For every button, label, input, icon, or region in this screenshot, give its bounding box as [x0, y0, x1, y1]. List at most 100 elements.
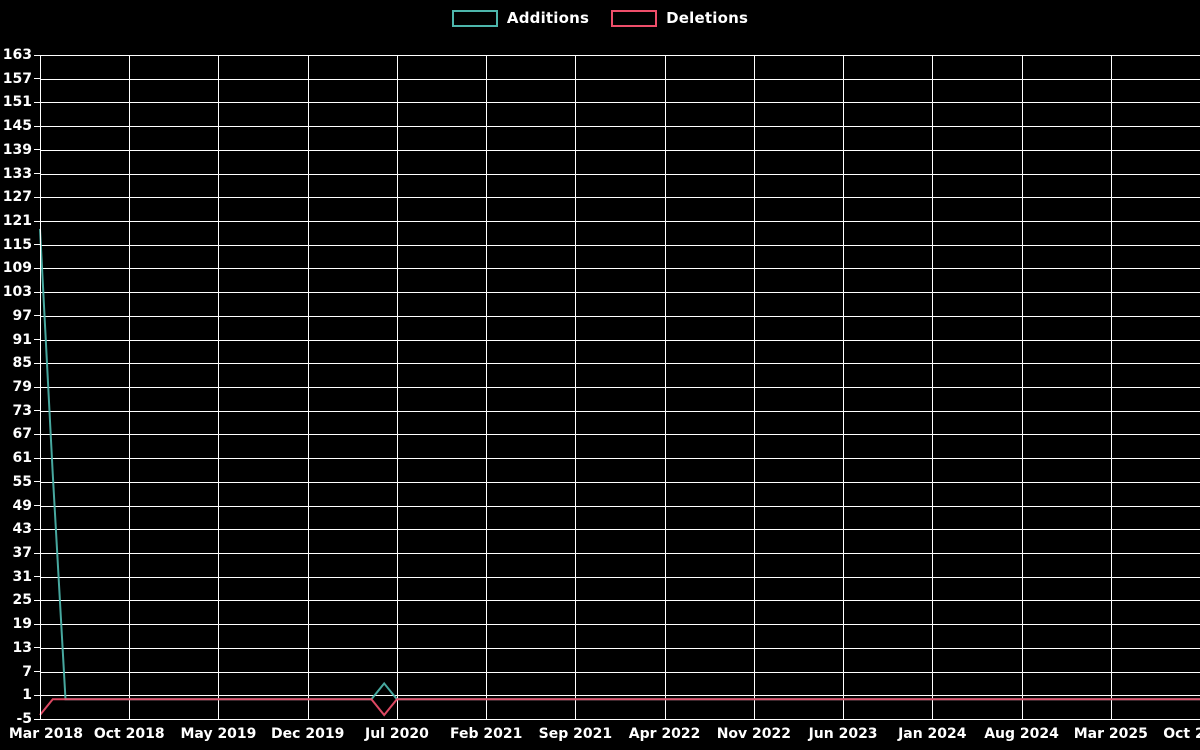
- y-axis-tick-mark: [34, 291, 40, 293]
- x-axis-tick-label: Dec 2019: [271, 726, 345, 742]
- y-axis-tick-label: 25: [12, 592, 32, 609]
- x-axis-tick-label: Sep 2021: [538, 726, 613, 742]
- legend-swatch-deletions-icon: [611, 9, 658, 27]
- y-axis-tick-mark: [34, 315, 40, 317]
- y-axis-tick: 145: [0, 118, 40, 134]
- x-axis-tick-label: Apr 2022: [628, 726, 701, 742]
- y-axis-tick-mark: [34, 528, 40, 530]
- y-axis-tick-mark: [34, 54, 40, 56]
- y-axis-tick-label: 7: [22, 663, 32, 680]
- y-axis-tick-label: 133: [2, 165, 32, 182]
- y-axis-tick: 103: [0, 284, 40, 300]
- y-axis-tick-mark: [34, 599, 40, 601]
- y-axis-tick-mark: [34, 78, 40, 80]
- legend-label-additions: Additions: [506, 9, 590, 27]
- y-axis-tick: -5: [0, 711, 40, 727]
- y-axis-tick-mark: [34, 173, 40, 175]
- y-axis-tick-mark: [34, 457, 40, 459]
- y-axis-tick-label: 139: [2, 141, 32, 158]
- y-axis-tick-mark: [34, 505, 40, 507]
- y-axis-tick: 97: [0, 308, 40, 324]
- y-axis-tick: 61: [0, 450, 40, 466]
- y-axis-tick-label: 31: [12, 568, 32, 585]
- x-axis-ticks: Mar 2018 Oct 2018 May 2019 Dec 2019 Jul 2020…: [0, 722, 1200, 750]
- y-axis-tick-mark: [34, 125, 40, 127]
- y-axis-tick-mark: [34, 694, 40, 696]
- y-axis-tick-label: 103: [2, 284, 32, 301]
- y-axis-tick: 25: [0, 592, 40, 608]
- y-axis-tick-mark: [34, 647, 40, 649]
- y-axis-tick: 31: [0, 569, 40, 585]
- y-axis-tick-label: 61: [12, 450, 32, 467]
- y-axis-tick-label: 43: [12, 521, 32, 538]
- y-axis-tick-mark: [34, 623, 40, 625]
- y-axis-tick-mark: [34, 339, 40, 341]
- y-axis-tick: 115: [0, 237, 40, 253]
- y-axis-tick-label: 109: [2, 260, 32, 277]
- legend-label-deletions: Deletions: [666, 9, 749, 27]
- y-axis-tick: 79: [0, 379, 40, 395]
- y-axis-tick-mark: [34, 149, 40, 151]
- y-axis-tick: 139: [0, 142, 40, 158]
- y-axis-tick: 55: [0, 474, 40, 490]
- y-axis-tick: 91: [0, 332, 40, 348]
- y-axis-tick: 1: [0, 687, 40, 703]
- y-axis-tick-label: 145: [2, 118, 32, 135]
- y-axis-tick-label: 49: [12, 497, 32, 514]
- y-axis-tick-label: 19: [12, 616, 32, 633]
- y-axis-tick: 73: [0, 403, 40, 419]
- y-axis-tick-mark: [34, 718, 40, 720]
- y-axis-tick-label: 73: [12, 402, 32, 419]
- y-axis-tick-label: -5: [16, 711, 32, 727]
- y-axis-tick: 109: [0, 260, 40, 276]
- y-axis-tick: 7: [0, 664, 40, 680]
- y-axis-tick: 67: [0, 426, 40, 442]
- y-axis-tick-mark: [34, 220, 40, 222]
- y-axis-tick: 49: [0, 498, 40, 514]
- y-axis-tick-mark: [34, 671, 40, 673]
- y-axis-tick: 19: [0, 616, 40, 632]
- x-axis-tick-label: Jun 2023: [808, 726, 878, 742]
- y-axis-tick-mark: [34, 362, 40, 364]
- x-axis-tick-label: Oct 2025: [1163, 726, 1200, 742]
- x-axis-tick-label: Feb 2021: [449, 726, 523, 742]
- y-axis-tick-label: 127: [2, 189, 32, 206]
- y-axis-tick-label: 55: [12, 473, 32, 490]
- y-axis-tick-label: 13: [12, 639, 32, 656]
- y-axis-ticks: 163 157 151 145 139 133 127 121 115 109 103 97 91 85 7…: [0, 0, 40, 750]
- legend-entry-additions[interactable]: Additions: [451, 9, 590, 27]
- y-axis-tick: 13: [0, 640, 40, 656]
- y-axis-tick-mark: [34, 433, 40, 435]
- y-axis-line: [40, 55, 41, 719]
- y-axis-tick: 121: [0, 213, 40, 229]
- series-line-additions: [39, 228, 1200, 701]
- y-axis-tick-label: 163: [2, 47, 32, 63]
- y-axis-tick-label: 115: [2, 236, 32, 253]
- y-axis-tick-mark: [34, 196, 40, 198]
- x-axis-tick-label: Aug 2024: [984, 726, 1059, 742]
- plot-area: [39, 55, 1200, 720]
- y-axis-tick-label: 91: [12, 331, 32, 348]
- x-axis-tick-label: Jan 2024: [898, 726, 967, 742]
- legend-entry-deletions[interactable]: Deletions: [611, 9, 748, 27]
- y-axis-tick: 157: [0, 71, 40, 87]
- y-axis-tick-mark: [34, 386, 40, 388]
- y-axis-tick-mark: [34, 410, 40, 412]
- y-axis-tick: 151: [0, 94, 40, 110]
- x-axis-tick-label: Mar 2025: [1073, 726, 1148, 742]
- y-axis-tick: 85: [0, 355, 40, 371]
- y-axis-tick: 133: [0, 166, 40, 182]
- y-axis-tick-mark: [34, 244, 40, 246]
- y-axis-tick-mark: [34, 576, 40, 578]
- y-axis-tick-label: 67: [12, 426, 32, 443]
- series-line-deletions: [39, 698, 1200, 717]
- y-axis-tick-mark: [34, 267, 40, 269]
- x-axis-tick-label: Jul 2020: [365, 726, 429, 742]
- y-axis-tick: 43: [0, 521, 40, 537]
- chart-legend: Additions Deletions: [0, 0, 1200, 36]
- x-axis-tick-label: Nov 2022: [716, 726, 791, 742]
- y-axis-tick-label: 85: [12, 355, 32, 372]
- y-axis-tick-mark: [34, 101, 40, 103]
- y-axis-tick-label: 37: [12, 545, 32, 561]
